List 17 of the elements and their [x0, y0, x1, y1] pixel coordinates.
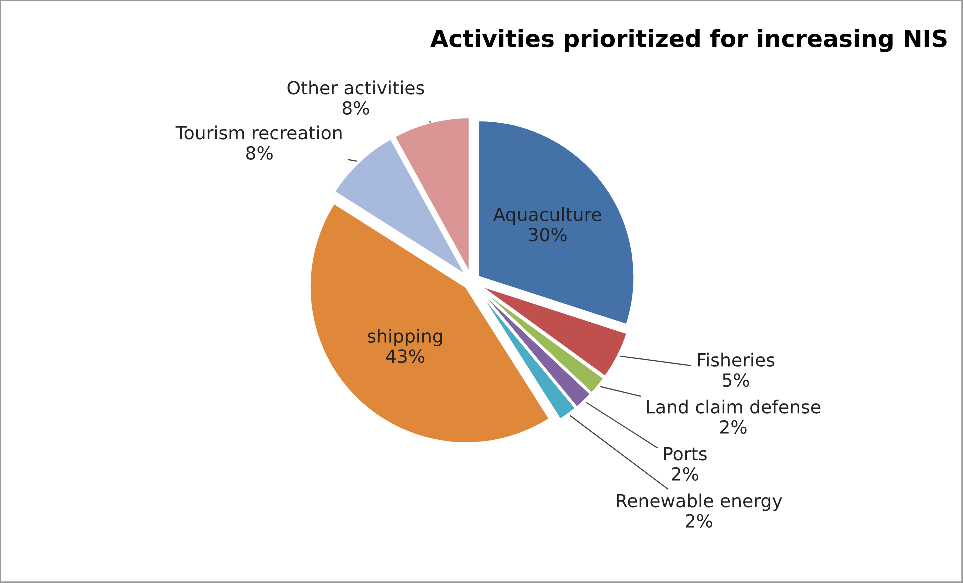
slice-label: Tourism recreation	[176, 126, 342, 140]
slice-label: Fisheries	[698, 352, 775, 367]
slice-label: Renewable energy	[617, 494, 782, 512]
slice-label: shipping	[368, 329, 442, 347]
data-label: 8%	[246, 146, 273, 160]
data-label: 2%	[720, 420, 747, 434]
slice-label: Land claim defense	[647, 400, 821, 414]
data-label: 5%	[723, 373, 750, 388]
slice-label: Ports	[664, 447, 707, 461]
chart-title: Activities prioritized for increasing NIS	[430, 29, 947, 52]
slice-label: Aquaculture	[493, 207, 602, 225]
data-label: 30%	[529, 228, 567, 242]
data-label: 43%	[386, 350, 425, 364]
data-label: 8%	[342, 101, 370, 115]
data-label: 2%	[686, 514, 712, 528]
data-label: 2%	[672, 467, 699, 482]
slice-label: Other activities	[288, 80, 424, 95]
